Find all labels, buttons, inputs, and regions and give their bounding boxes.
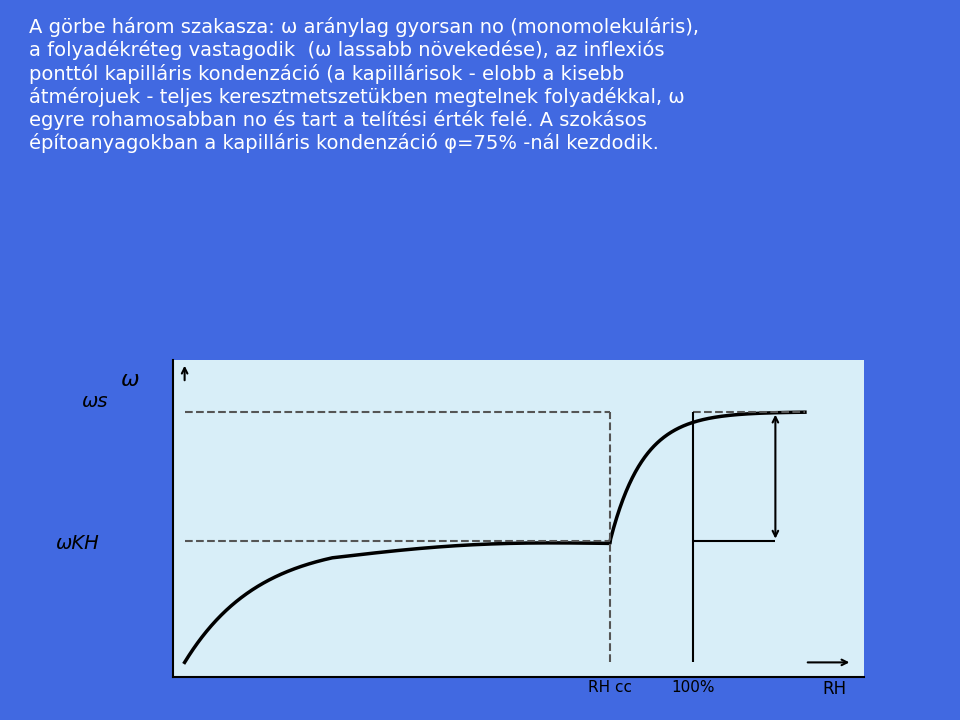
Text: RH cc: RH cc (588, 680, 632, 695)
Text: A görbe három szakasza: ω aránylag gyorsan no (monomolekuláris),
a folyadékréteg: A görbe három szakasza: ω aránylag gyors… (29, 17, 699, 153)
Text: ωKH: ωKH (56, 534, 100, 553)
Text: ωs: ωs (82, 392, 108, 410)
Text: 100%: 100% (671, 680, 714, 695)
Text: RH: RH (823, 680, 847, 698)
Text: ω: ω (120, 369, 139, 390)
